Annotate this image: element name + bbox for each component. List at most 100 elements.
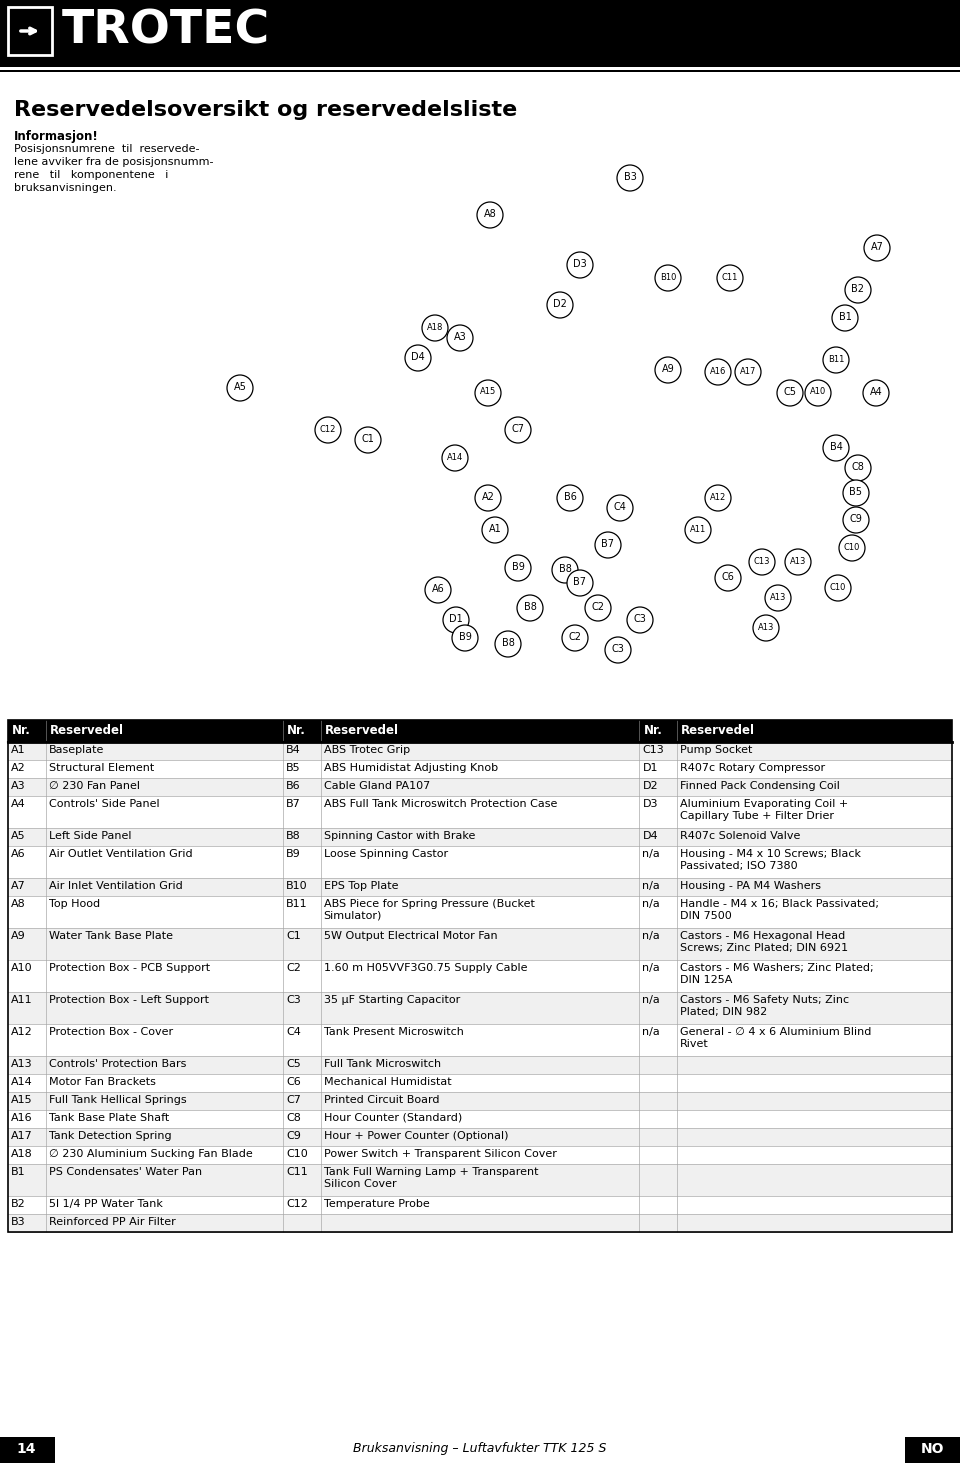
Circle shape — [505, 417, 531, 443]
Text: ABS Piece for Spring Pressure (Bucket
Simulator): ABS Piece for Spring Pressure (Bucket Si… — [324, 898, 535, 920]
Text: C11: C11 — [722, 272, 738, 281]
Text: B5: B5 — [850, 487, 862, 497]
Text: Protection Box - Cover: Protection Box - Cover — [49, 1027, 173, 1037]
Text: A14: A14 — [11, 1077, 33, 1087]
Circle shape — [475, 380, 501, 407]
Bar — [8, 742, 952, 759]
Text: EPS Top Plate: EPS Top Plate — [324, 881, 398, 891]
Bar — [8, 778, 952, 796]
Text: B8: B8 — [523, 601, 537, 612]
Circle shape — [567, 252, 593, 278]
Text: A11: A11 — [690, 525, 707, 534]
Text: Nr.: Nr. — [12, 724, 31, 737]
Text: Air Outlet Ventilation Grid: Air Outlet Ventilation Grid — [49, 849, 192, 859]
Text: A13: A13 — [11, 1059, 33, 1069]
Bar — [8, 720, 952, 1232]
Circle shape — [405, 345, 431, 372]
Text: Loose Spinning Castor: Loose Spinning Castor — [324, 849, 447, 859]
Text: C6: C6 — [722, 572, 734, 582]
Circle shape — [442, 445, 468, 471]
Text: B2: B2 — [11, 1200, 26, 1208]
Text: Reservedel: Reservedel — [681, 724, 755, 737]
Text: Power Switch + Transparent Silicon Cover: Power Switch + Transparent Silicon Cover — [324, 1148, 557, 1159]
Text: A10: A10 — [11, 963, 33, 973]
Bar — [8, 828, 952, 846]
Text: B8: B8 — [501, 638, 515, 648]
Text: A7: A7 — [11, 881, 26, 891]
Text: A5: A5 — [11, 831, 26, 841]
Text: C7: C7 — [286, 1094, 300, 1105]
Bar — [8, 1024, 952, 1056]
Text: C2: C2 — [591, 601, 605, 612]
Text: A17: A17 — [11, 1131, 33, 1141]
Text: B11: B11 — [286, 898, 308, 909]
Text: B11: B11 — [828, 354, 844, 363]
Bar — [8, 846, 952, 878]
Text: Hour + Power Counter (Optional): Hour + Power Counter (Optional) — [324, 1131, 508, 1141]
Text: C6: C6 — [286, 1077, 300, 1087]
Circle shape — [517, 595, 543, 620]
Text: C2: C2 — [568, 632, 582, 642]
Text: Water Tank Base Plate: Water Tank Base Plate — [49, 930, 173, 941]
Text: A8: A8 — [484, 209, 496, 219]
Circle shape — [425, 576, 451, 603]
Circle shape — [617, 165, 643, 192]
Circle shape — [735, 358, 761, 385]
Circle shape — [685, 516, 711, 543]
Circle shape — [567, 571, 593, 595]
Text: Informasjon!: Informasjon! — [14, 130, 99, 143]
Text: Pump Socket: Pump Socket — [680, 745, 753, 755]
Circle shape — [655, 357, 681, 383]
Text: Nr.: Nr. — [643, 724, 662, 737]
Bar — [0, 1437, 960, 1463]
Text: R407c Solenoid Valve: R407c Solenoid Valve — [680, 831, 801, 841]
Text: Air Inlet Ventilation Grid: Air Inlet Ventilation Grid — [49, 881, 182, 891]
Circle shape — [475, 486, 501, 511]
Text: Handle - M4 x 16; Black Passivated;
DIN 7500: Handle - M4 x 16; Black Passivated; DIN … — [680, 898, 879, 920]
Text: C10: C10 — [844, 543, 860, 552]
Text: Protection Box - PCB Support: Protection Box - PCB Support — [49, 963, 209, 973]
Circle shape — [605, 636, 631, 663]
Text: D1: D1 — [642, 764, 658, 772]
Circle shape — [705, 358, 731, 385]
Text: A16: A16 — [709, 367, 726, 376]
Circle shape — [422, 315, 448, 341]
Bar — [905, 1437, 960, 1463]
Text: n/a: n/a — [642, 963, 660, 973]
Bar — [8, 7, 52, 56]
Text: Spinning Castor with Brake: Spinning Castor with Brake — [324, 831, 475, 841]
Text: Structural Element: Structural Element — [49, 764, 154, 772]
Text: A6: A6 — [11, 849, 26, 859]
Text: lene avviker fra de posisjonsnumm-: lene avviker fra de posisjonsnumm- — [14, 157, 213, 167]
Text: A13: A13 — [757, 622, 774, 632]
Text: C12: C12 — [320, 424, 336, 433]
Text: Housing - M4 x 10 Screws; Black
Passivated; ISO 7380: Housing - M4 x 10 Screws; Black Passivat… — [680, 849, 861, 870]
Bar — [8, 720, 952, 742]
Text: C13: C13 — [642, 745, 664, 755]
Text: Tank Base Plate Shaft: Tank Base Plate Shaft — [49, 1113, 169, 1124]
Text: Castors - M6 Washers; Zinc Plated;
DIN 125A: Castors - M6 Washers; Zinc Plated; DIN 1… — [680, 963, 874, 985]
Bar — [8, 895, 952, 928]
Bar — [0, 61, 960, 67]
Text: A5: A5 — [233, 382, 247, 392]
Circle shape — [715, 565, 741, 591]
Text: Full Tank Microswitch: Full Tank Microswitch — [324, 1059, 441, 1069]
Bar — [8, 796, 952, 828]
Circle shape — [315, 417, 341, 443]
Text: Top Hood: Top Hood — [49, 898, 100, 909]
Circle shape — [452, 625, 478, 651]
Bar — [8, 1110, 952, 1128]
Circle shape — [717, 265, 743, 291]
Text: Reservedel: Reservedel — [324, 724, 398, 737]
Text: A3: A3 — [454, 332, 467, 342]
Text: C4: C4 — [613, 502, 627, 512]
Text: Nr.: Nr. — [287, 724, 306, 737]
Text: A6: A6 — [432, 584, 444, 594]
Circle shape — [823, 347, 849, 373]
Text: A15: A15 — [11, 1094, 33, 1105]
Circle shape — [825, 575, 851, 601]
Text: n/a: n/a — [642, 898, 660, 909]
Bar — [8, 1214, 952, 1232]
Text: Full Tank Hellical Springs: Full Tank Hellical Springs — [49, 1094, 186, 1105]
Circle shape — [482, 516, 508, 543]
